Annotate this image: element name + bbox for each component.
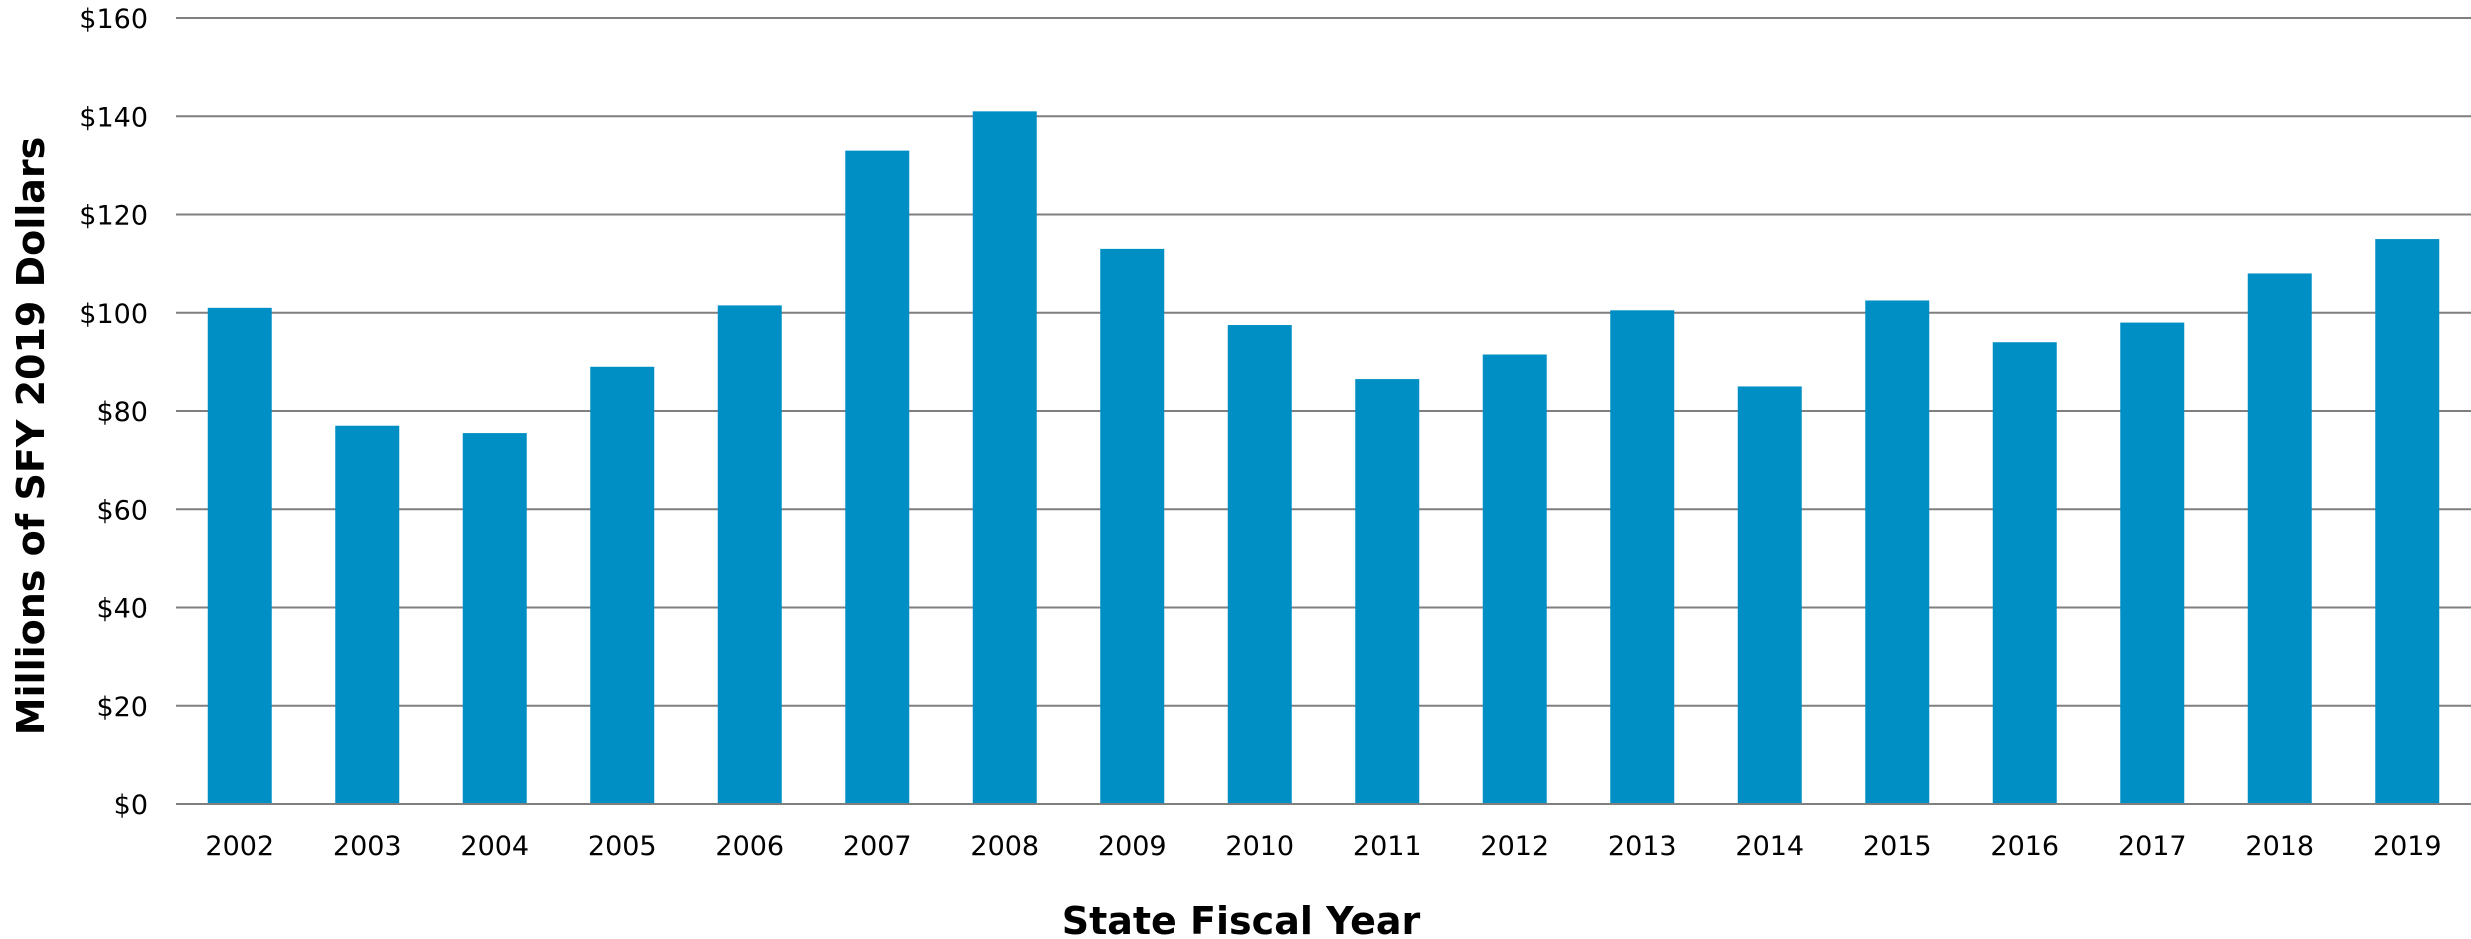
bar-2009 [1100, 248, 1165, 804]
bar-2002 [207, 307, 272, 804]
bar-2007 [845, 150, 910, 804]
bar-2008 [972, 111, 1037, 804]
bar-2006 [717, 305, 782, 804]
y-tick-label: $0 [114, 790, 148, 821]
bar-2016 [1992, 342, 2057, 804]
x-tick-label: 2016 [1990, 831, 2059, 862]
bar-2004 [462, 433, 527, 804]
x-tick-label: 2005 [588, 831, 657, 862]
x-tick-label: 2019 [2373, 831, 2442, 862]
bar-2003 [335, 425, 400, 804]
x-tick-label: 2002 [205, 831, 274, 862]
bar-2010 [1227, 325, 1292, 804]
x-tick-label: 2007 [843, 831, 912, 862]
x-tick-label: 2017 [2118, 831, 2187, 862]
bar-2012 [1482, 354, 1547, 804]
bar-2013 [1610, 310, 1675, 804]
x-tick-label: 2011 [1353, 831, 1422, 862]
bar-2019 [2375, 239, 2440, 804]
bar-2015 [1865, 300, 1930, 804]
y-tick-label: $80 [96, 397, 148, 428]
x-tick-labels: 2002 2003 2004 2005 2006 2007 2008 2009 2010 2011… [205, 831, 2441, 862]
x-axis-title: State Fiscal Year [1062, 899, 1421, 939]
bar-2005 [590, 366, 655, 804]
x-tick-label: 2009 [1098, 831, 1167, 862]
y-tick-label: $60 [96, 495, 148, 526]
x-tick-label: 2003 [333, 831, 402, 862]
x-tick-label: 2013 [1608, 831, 1677, 862]
x-tick-label: 2008 [970, 831, 1039, 862]
y-tick-label: $40 [96, 594, 148, 625]
x-tick-label: 2014 [1735, 831, 1804, 862]
bar-2011 [1355, 379, 1420, 804]
x-tick-label: 2004 [460, 831, 529, 862]
y-tick-labels: $0 $20 $40 $60 $80 $100 $120 $140 $160 [79, 4, 148, 821]
x-tick-label: 2006 [715, 831, 784, 862]
y-axis-title: Millions of SFY 2019 Dollars [9, 137, 53, 736]
y-tick-label: $160 [79, 4, 148, 35]
x-tick-label: 2010 [1225, 831, 1294, 862]
y-tick-label: $20 [96, 692, 148, 723]
bar-2014 [1737, 386, 1802, 804]
bars [176, 111, 2471, 805]
bar-2018 [2247, 273, 2312, 804]
bar-2017 [2120, 322, 2185, 804]
x-tick-label: 2012 [1480, 831, 1549, 862]
y-tick-label: $120 [79, 201, 148, 232]
gridlines [176, 17, 2471, 805]
x-tick-label: 2015 [1863, 831, 1932, 862]
y-tick-label: $100 [79, 299, 148, 330]
y-tick-label: $140 [79, 102, 148, 133]
x-tick-label: 2018 [2245, 831, 2314, 862]
